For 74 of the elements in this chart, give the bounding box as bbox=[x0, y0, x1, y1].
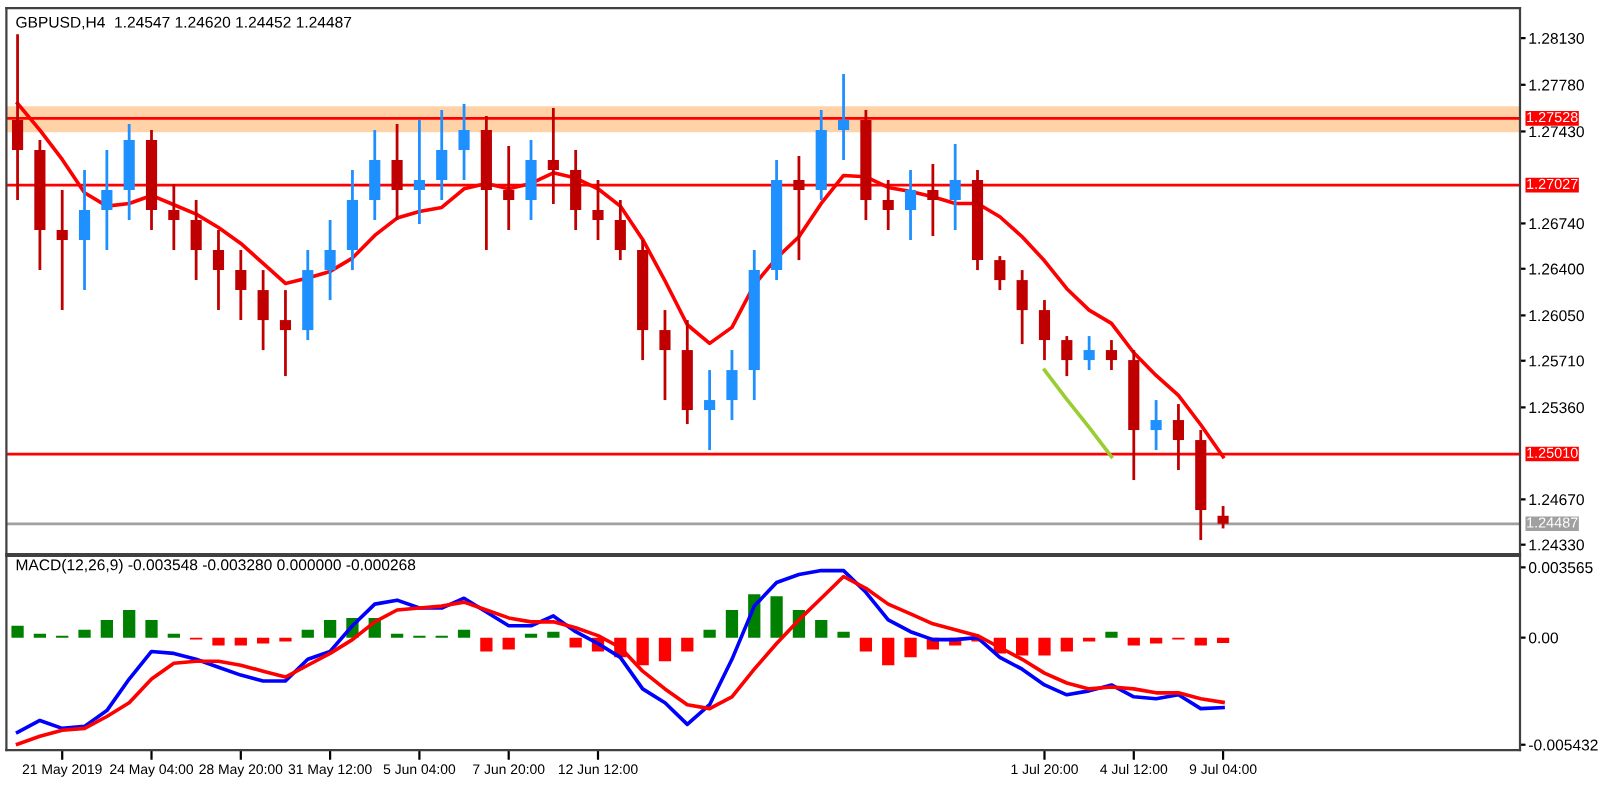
candlestick bbox=[927, 162, 939, 238]
candlestick bbox=[279, 288, 292, 378]
bar bbox=[636, 637, 649, 666]
candlestick bbox=[525, 138, 537, 222]
candlestick bbox=[212, 228, 225, 312]
candlestick bbox=[949, 142, 961, 232]
line-series bbox=[1042, 368, 1114, 459]
candlestick bbox=[324, 218, 336, 302]
candlestick bbox=[1150, 398, 1162, 452]
candlestick bbox=[1061, 334, 1073, 378]
candlestick bbox=[1172, 402, 1185, 472]
bar bbox=[837, 631, 850, 638]
candlestick bbox=[11, 32, 24, 202]
candlestick bbox=[570, 148, 582, 232]
bar bbox=[145, 619, 158, 638]
bar bbox=[658, 637, 672, 662]
bar bbox=[11, 625, 24, 638]
bar bbox=[502, 637, 515, 650]
candlestick bbox=[168, 182, 180, 252]
candlestick bbox=[614, 198, 626, 262]
bar bbox=[78, 629, 91, 638]
candlestick bbox=[391, 122, 403, 222]
candlestick bbox=[436, 108, 448, 202]
bar bbox=[904, 637, 917, 658]
candlestick bbox=[793, 154, 805, 262]
candlestick bbox=[1217, 504, 1229, 530]
bar bbox=[1060, 637, 1073, 652]
candlestick bbox=[78, 168, 91, 292]
bar bbox=[1105, 631, 1118, 638]
candlestick bbox=[1105, 338, 1118, 372]
candlestick bbox=[56, 188, 68, 312]
candlestick bbox=[704, 368, 716, 452]
candlestick bbox=[458, 102, 470, 182]
candlestick bbox=[837, 72, 850, 162]
candlestick bbox=[659, 308, 671, 402]
bar bbox=[123, 610, 136, 638]
bar bbox=[725, 610, 739, 638]
bar bbox=[1216, 637, 1230, 643]
bar bbox=[457, 629, 471, 638]
bar bbox=[770, 596, 783, 638]
candlestick bbox=[882, 178, 894, 232]
bar bbox=[681, 637, 694, 652]
bar bbox=[703, 629, 716, 638]
candlestick bbox=[369, 128, 381, 222]
bar bbox=[859, 637, 873, 652]
bar bbox=[547, 631, 560, 638]
bar bbox=[480, 637, 493, 652]
bar bbox=[100, 619, 113, 638]
candlestick bbox=[235, 248, 247, 322]
bar bbox=[234, 637, 247, 646]
candlestick bbox=[1016, 268, 1028, 346]
candlestick bbox=[190, 198, 202, 282]
candlestick bbox=[503, 144, 515, 232]
bar bbox=[1038, 637, 1051, 656]
bar bbox=[323, 619, 337, 638]
candlestick bbox=[592, 178, 604, 242]
candlestick bbox=[1083, 334, 1095, 372]
candlestick bbox=[101, 148, 113, 252]
candlestick bbox=[1038, 298, 1051, 362]
bar bbox=[256, 637, 270, 644]
bar bbox=[1016, 637, 1029, 656]
bar bbox=[882, 637, 895, 666]
candlestick bbox=[413, 118, 425, 226]
candlestick bbox=[257, 268, 269, 352]
candlestick bbox=[547, 106, 559, 206]
candlestick bbox=[994, 254, 1006, 292]
bar bbox=[1149, 637, 1163, 644]
bar bbox=[1194, 637, 1207, 646]
bar bbox=[1127, 637, 1140, 646]
candlestick bbox=[726, 348, 738, 422]
bar bbox=[301, 629, 314, 638]
bar bbox=[212, 637, 225, 646]
bar bbox=[815, 619, 828, 638]
candlestick bbox=[904, 168, 917, 242]
